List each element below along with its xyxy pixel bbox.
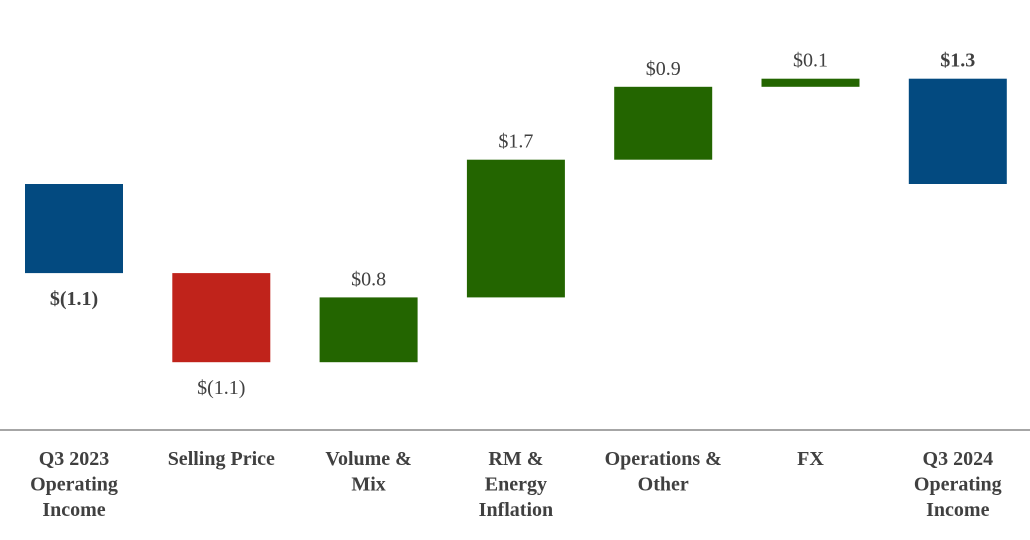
category-label-7-line-2: Operating	[914, 474, 1002, 496]
category-label-4-line-1: RM &	[488, 448, 543, 470]
bar-1	[25, 184, 123, 274]
bar-3	[319, 297, 418, 363]
category-label-1-line-2: Operating	[30, 474, 118, 496]
category-label-6-line-1: FX	[797, 448, 824, 470]
data-label-2: $(1.1)	[197, 377, 245, 399]
category-label-1-line-1: Q3 2023	[39, 448, 110, 470]
data-label-4: $1.7	[498, 131, 533, 153]
category-label-3-line-2: Mix	[351, 474, 385, 496]
category-label-7-line-1: Q3 2024	[923, 448, 994, 470]
bar-2	[172, 273, 271, 363]
bar-7	[908, 78, 1007, 184]
bar-5	[614, 86, 713, 160]
category-label-7-line-3: Income	[926, 499, 989, 521]
data-label-6: $0.1	[793, 50, 828, 72]
category-label-4-line-3: Inflation	[479, 499, 553, 521]
data-label-7: $1.3	[940, 50, 975, 72]
bar-4	[466, 159, 565, 298]
category-label-5-line-1: Operations &	[605, 448, 722, 470]
category-label-3-line-1: Volume &	[325, 448, 411, 470]
category-label-4-line-2: Energy	[485, 474, 547, 496]
bar-6	[761, 78, 860, 87]
data-label-3: $0.8	[351, 268, 386, 290]
category-label-2-line-1: Selling Price	[168, 448, 275, 470]
category-label-5-line-2: Other	[638, 474, 689, 496]
data-label-1: $(1.1)	[50, 288, 98, 310]
category-label-1-line-3: Income	[42, 499, 105, 521]
data-label-5: $0.9	[646, 58, 681, 80]
